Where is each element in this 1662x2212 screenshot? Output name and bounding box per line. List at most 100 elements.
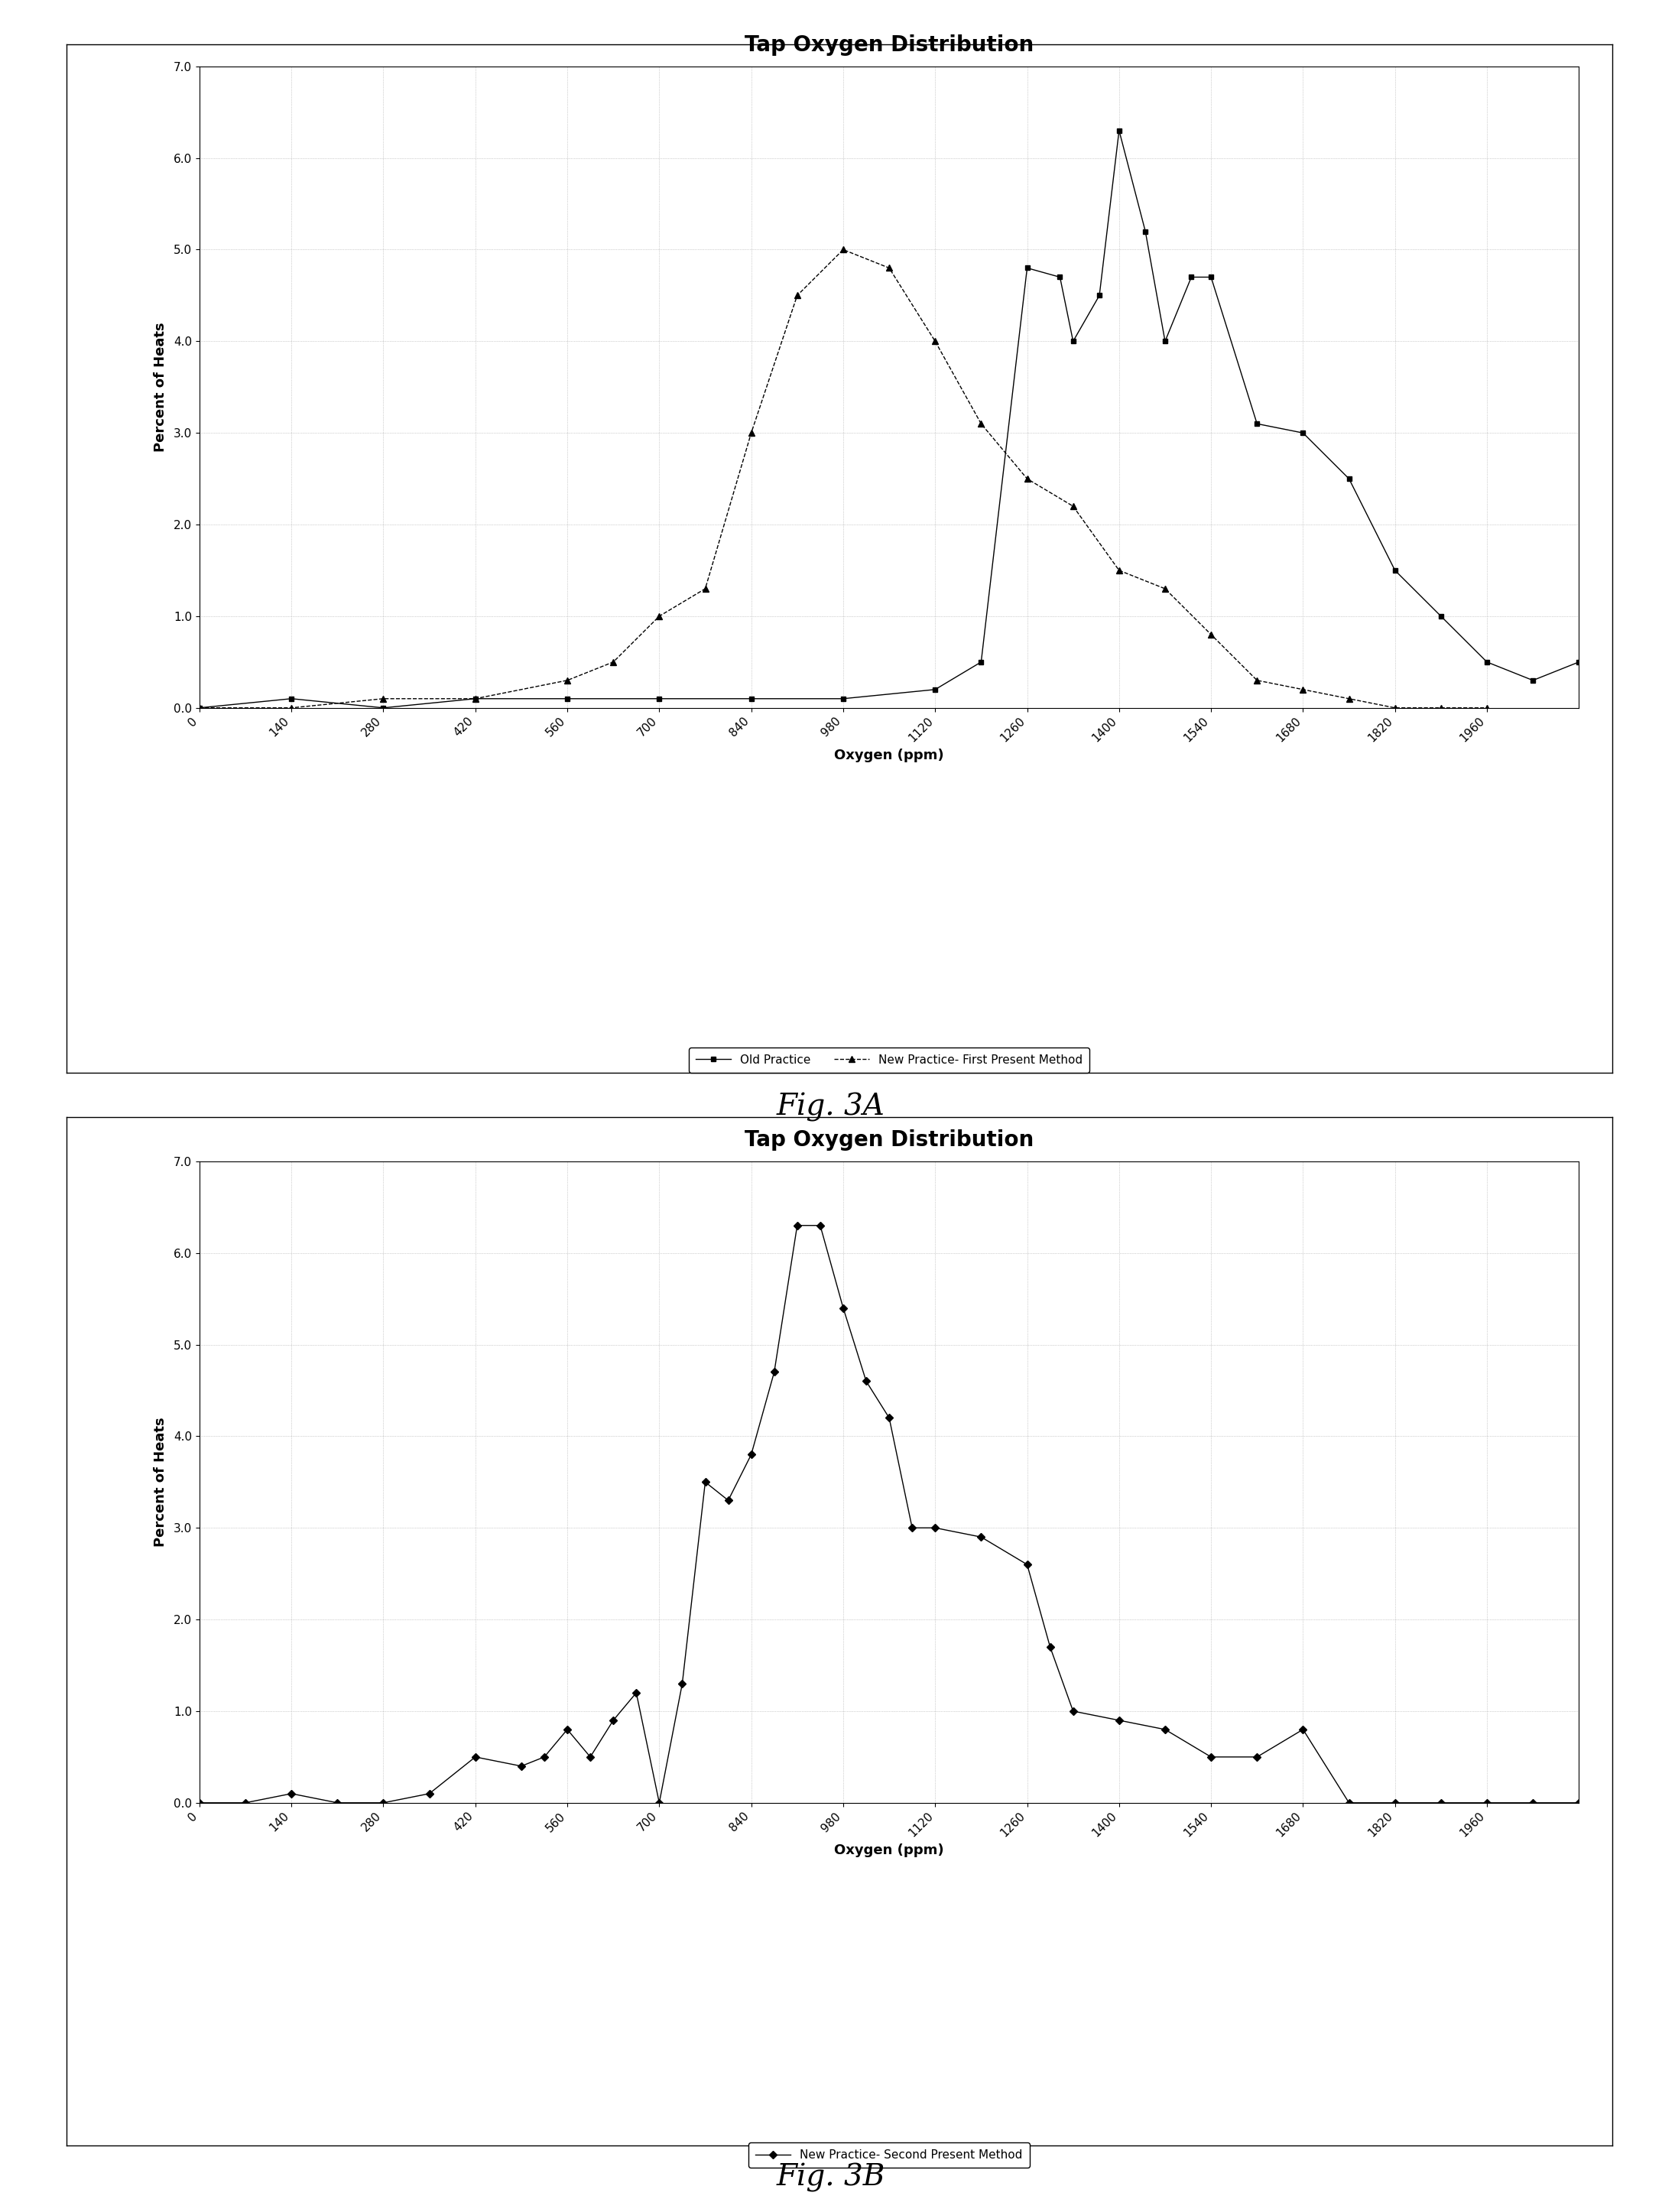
- New Practice- Second Present Method: [902, 1515, 922, 1542]
- Old Practice: [1109, 117, 1128, 144]
- New Practice- Second Present Method: [971, 1524, 991, 1551]
- Old Practice: [1246, 411, 1266, 438]
- Y-axis label: Percent of Heats: Percent of Heats: [153, 1418, 168, 1546]
- New Practice- Second Present Method: [1064, 1699, 1084, 1725]
- Old Practice: [1155, 327, 1175, 354]
- Old Practice: [1017, 254, 1037, 281]
- New Practice- Second Present Method: [1384, 1790, 1404, 1816]
- New Practice- Second Present Method: [809, 1212, 829, 1239]
- Legend: Old Practice, New Practice- First Present Method: Old Practice, New Practice- First Presen…: [688, 1046, 1090, 1073]
- New Practice- Second Present Method: [374, 1790, 394, 1816]
- New Practice- Second Present Method: [650, 1790, 670, 1816]
- Old Practice: [189, 695, 209, 721]
- Title: Tap Oxygen Distribution: Tap Oxygen Distribution: [745, 35, 1034, 55]
- Old Practice: [1202, 263, 1222, 290]
- New Practice- First Present Method: [1017, 465, 1037, 491]
- Old Practice: [1089, 283, 1109, 310]
- Line: New Practice- Second Present Method: New Practice- Second Present Method: [196, 1223, 1582, 1805]
- New Practice- First Present Method: [1202, 622, 1222, 648]
- New Practice- Second Present Method: [741, 1442, 761, 1469]
- New Practice- Second Present Method: [236, 1790, 256, 1816]
- Old Practice: [1431, 604, 1451, 630]
- New Practice- Second Present Method: [1202, 1743, 1222, 1770]
- New Practice- Second Present Method: [1246, 1743, 1266, 1770]
- X-axis label: Oxygen (ppm): Oxygen (ppm): [834, 748, 944, 763]
- New Practice- First Present Method: [281, 695, 301, 721]
- New Practice- First Present Method: [189, 695, 209, 721]
- New Practice- Second Present Method: [1431, 1790, 1451, 1816]
- New Practice- First Present Method: [1431, 695, 1451, 721]
- New Practice- Second Present Method: [788, 1212, 808, 1239]
- New Practice- First Present Method: [741, 420, 761, 447]
- New Practice- Second Present Method: [557, 1717, 577, 1743]
- New Practice- First Present Method: [1246, 668, 1266, 695]
- New Practice- First Present Method: [1478, 695, 1497, 721]
- New Practice- Second Present Method: [534, 1743, 553, 1770]
- Old Practice: [281, 686, 301, 712]
- New Practice- First Present Method: [879, 254, 899, 281]
- Old Practice: [374, 695, 394, 721]
- Old Practice: [1569, 648, 1589, 675]
- New Practice- Second Present Method: [1478, 1790, 1497, 1816]
- New Practice- First Present Method: [465, 686, 485, 712]
- New Practice- First Present Method: [1155, 575, 1175, 602]
- New Practice- Second Present Method: [1522, 1790, 1542, 1816]
- Y-axis label: Percent of Heats: Percent of Heats: [153, 323, 168, 451]
- New Practice- Second Present Method: [1340, 1790, 1360, 1816]
- New Practice- First Present Method: [557, 668, 577, 695]
- Old Practice: [557, 686, 577, 712]
- New Practice- Second Present Method: [926, 1515, 946, 1542]
- Old Practice: [1135, 219, 1155, 246]
- New Practice- Second Present Method: [512, 1752, 532, 1778]
- New Practice- First Present Method: [1064, 493, 1084, 520]
- New Practice- Second Present Method: [1155, 1717, 1175, 1743]
- New Practice- First Present Method: [971, 411, 991, 438]
- New Practice- Second Present Method: [189, 1790, 209, 1816]
- New Practice- Second Present Method: [718, 1486, 738, 1513]
- Old Practice: [741, 686, 761, 712]
- New Practice- Second Present Method: [1569, 1790, 1589, 1816]
- Old Practice: [1182, 263, 1202, 290]
- New Practice- First Present Method: [926, 327, 946, 354]
- New Practice- Second Present Method: [765, 1358, 784, 1385]
- Old Practice: [1050, 263, 1070, 290]
- Old Practice: [1384, 557, 1404, 584]
- New Practice- Second Present Method: [1293, 1717, 1313, 1743]
- Old Practice: [1478, 648, 1497, 675]
- New Practice- First Present Method: [833, 237, 853, 263]
- New Practice- Second Present Method: [603, 1708, 623, 1734]
- New Practice- First Present Method: [788, 283, 808, 310]
- New Practice- First Present Method: [650, 604, 670, 630]
- New Practice- First Present Method: [1109, 557, 1128, 584]
- New Practice- Second Present Method: [465, 1743, 485, 1770]
- New Practice- First Present Method: [1340, 686, 1360, 712]
- Old Practice: [1293, 420, 1313, 447]
- New Practice- Second Present Method: [580, 1743, 600, 1770]
- Line: New Practice- First Present Method: New Practice- First Present Method: [196, 246, 1491, 710]
- New Practice- First Present Method: [1293, 677, 1313, 703]
- New Practice- Second Present Method: [281, 1781, 301, 1807]
- New Practice- First Present Method: [603, 648, 623, 675]
- New Practice- Second Present Method: [856, 1367, 876, 1394]
- Text: Fig. 3B: Fig. 3B: [776, 2163, 886, 2192]
- Old Practice: [465, 686, 485, 712]
- Old Practice: [1064, 327, 1084, 354]
- New Practice- Second Present Method: [1040, 1635, 1060, 1661]
- Old Practice: [1340, 465, 1360, 491]
- New Practice- Second Present Method: [833, 1294, 853, 1321]
- New Practice- Second Present Method: [695, 1469, 715, 1495]
- New Practice- First Present Method: [374, 686, 394, 712]
- New Practice- First Present Method: [1384, 695, 1404, 721]
- Old Practice: [1522, 668, 1542, 695]
- Old Practice: [833, 686, 853, 712]
- New Practice- Second Present Method: [327, 1790, 347, 1816]
- Text: Fig. 3A: Fig. 3A: [776, 1093, 886, 1121]
- Legend: New Practice- Second Present Method: New Practice- Second Present Method: [748, 2141, 1030, 2168]
- New Practice- Second Present Method: [671, 1670, 691, 1697]
- Line: Old Practice: Old Practice: [196, 128, 1582, 710]
- New Practice- Second Present Method: [1017, 1551, 1037, 1577]
- New Practice- Second Present Method: [1109, 1708, 1128, 1734]
- New Practice- Second Present Method: [627, 1679, 647, 1705]
- Old Practice: [650, 686, 670, 712]
- Old Practice: [971, 648, 991, 675]
